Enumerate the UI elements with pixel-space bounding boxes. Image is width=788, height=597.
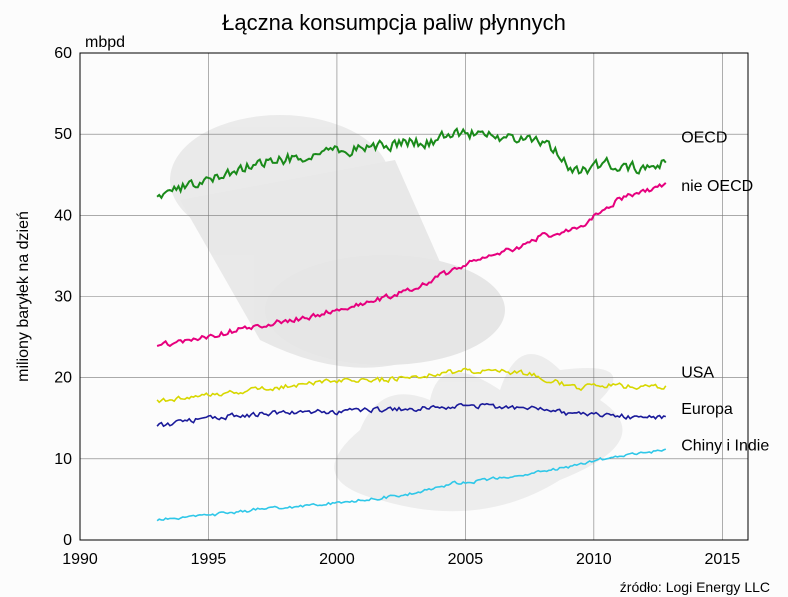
series-label-china-india: Chiny i Indie bbox=[681, 438, 769, 455]
x-tick-label: 2000 bbox=[319, 551, 355, 568]
consumption-chart: 10 20 30 40 50 60 0 1990 1995 2000 2005 2010 2015 Łąc… bbox=[0, 0, 788, 597]
unit-label: mbpd bbox=[85, 34, 125, 51]
y-tick-label: 30 bbox=[54, 289, 72, 306]
x-tick-label: 1990 bbox=[62, 551, 98, 568]
series-label-non-oecd: nie OECD bbox=[681, 178, 753, 195]
series-label-europe: Europa bbox=[681, 401, 733, 418]
y-tick-label: 40 bbox=[54, 207, 72, 224]
y-tick-label: 0 bbox=[63, 532, 72, 549]
y-tick-label: 50 bbox=[54, 126, 72, 143]
y-tick-label: 10 bbox=[54, 451, 72, 468]
series-label-oecd: OECD bbox=[681, 129, 727, 146]
y-tick-label: 60 bbox=[54, 45, 72, 62]
chart-title: Łączna konsumpcja paliw płynnych bbox=[222, 10, 566, 35]
y-axis-label: miliony baryłek na dzień bbox=[15, 211, 32, 382]
x-tick-label: 1995 bbox=[191, 551, 227, 568]
series-label-usa: USA bbox=[681, 365, 714, 382]
source-label: źródło: Logi Energy LLC bbox=[620, 579, 770, 595]
y-tick-label: 20 bbox=[54, 370, 72, 387]
x-tick-label: 2010 bbox=[576, 551, 612, 568]
x-tick-label: 2005 bbox=[448, 551, 484, 568]
x-tick-label: 2015 bbox=[705, 551, 741, 568]
